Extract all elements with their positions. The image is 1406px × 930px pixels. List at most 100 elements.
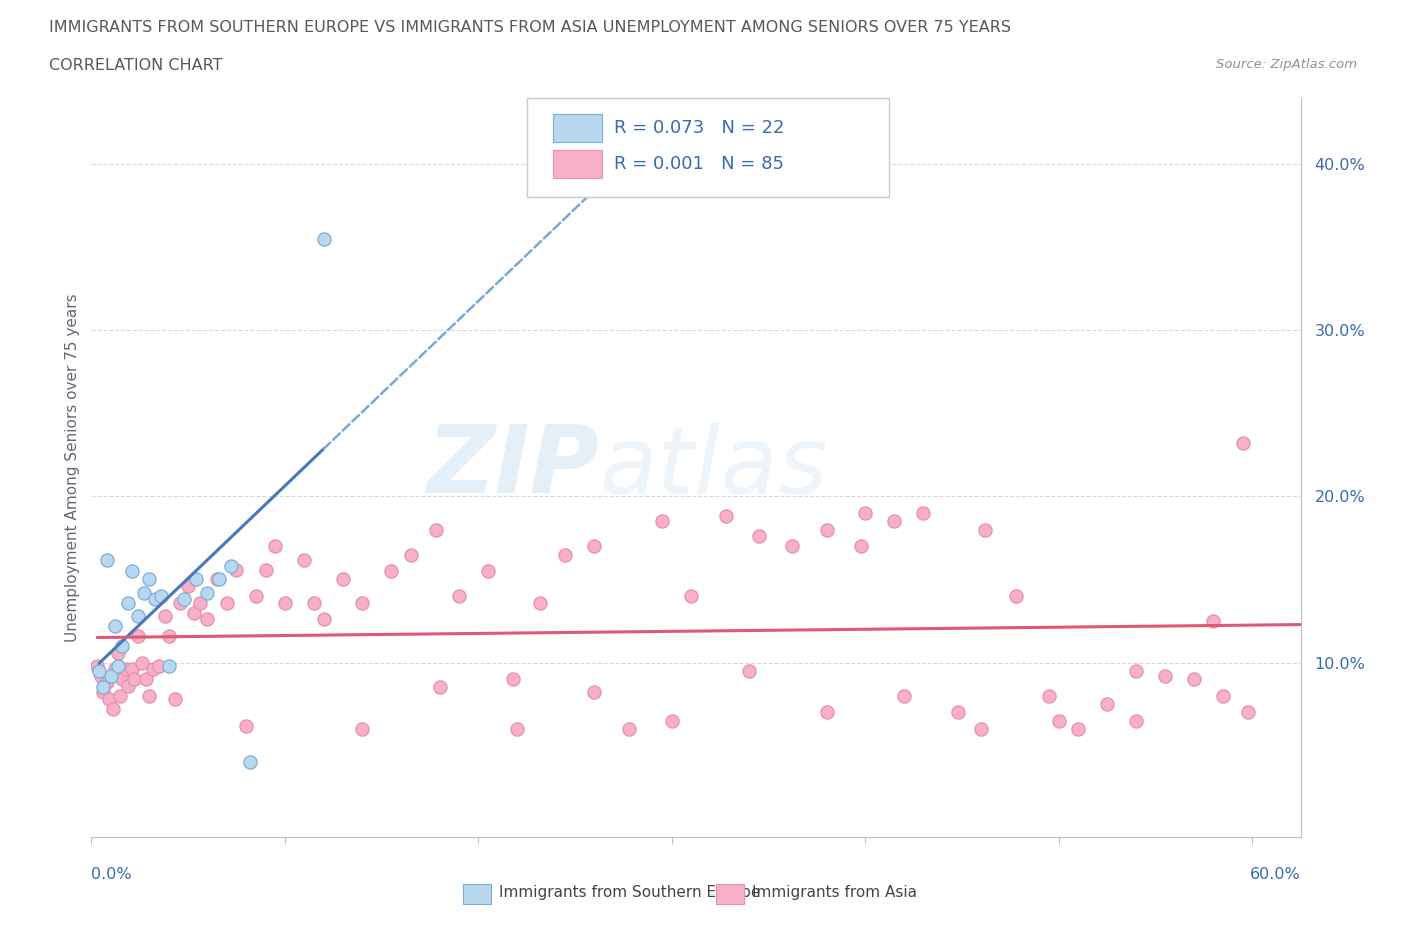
Point: [1005, 589, 1028, 604]
Point: [883, 514, 905, 529]
Text: Immigrants from Asia: Immigrants from Asia: [752, 885, 917, 900]
Point: [157, 658, 180, 673]
Y-axis label: Unemployment Among Seniors over 75 years: Unemployment Among Seniors over 75 years: [65, 293, 80, 642]
Point: [127, 608, 149, 623]
Point: [150, 589, 173, 604]
Point: [619, 722, 641, 737]
Text: ZIP: ZIP: [426, 421, 599, 513]
Point: [970, 722, 993, 737]
Point: [138, 688, 160, 703]
Point: [780, 538, 803, 553]
Point: [1125, 713, 1147, 728]
Point: [188, 595, 211, 610]
Point: [399, 547, 422, 562]
Point: [91, 680, 114, 695]
Point: [254, 562, 277, 577]
Point: [312, 232, 335, 246]
Point: [142, 662, 165, 677]
Point: [352, 722, 374, 737]
Text: R = 0.073   N = 22: R = 0.073 N = 22: [614, 119, 785, 137]
Point: [245, 589, 267, 604]
Point: [121, 662, 143, 677]
Point: [97, 692, 120, 707]
Point: [90, 669, 112, 684]
Point: [529, 595, 551, 610]
Point: [104, 618, 127, 633]
Point: [681, 589, 703, 604]
Point: [1237, 705, 1260, 720]
Point: [127, 629, 149, 644]
Point: [91, 685, 114, 700]
Point: [554, 547, 576, 562]
Point: [96, 552, 118, 567]
Point: [738, 663, 761, 678]
Point: [1212, 688, 1234, 703]
Point: [851, 538, 873, 553]
Point: [332, 572, 354, 587]
Point: [1202, 614, 1225, 629]
Point: [380, 564, 402, 578]
Point: [352, 595, 374, 610]
Point: [100, 669, 122, 684]
Point: [1232, 436, 1254, 451]
Point: [235, 718, 257, 733]
Point: [86, 658, 108, 673]
Point: [131, 655, 153, 670]
Point: [135, 671, 157, 686]
Point: [506, 722, 529, 737]
Point: [153, 608, 176, 623]
Point: [302, 595, 325, 610]
Point: [96, 675, 118, 690]
Point: [748, 529, 770, 544]
Point: [205, 572, 228, 587]
Text: Source: ZipAtlas.com: Source: ZipAtlas.com: [1216, 58, 1357, 71]
Point: [138, 572, 160, 587]
Point: [122, 671, 145, 686]
Point: [974, 522, 997, 537]
FancyBboxPatch shape: [527, 98, 890, 197]
Point: [661, 713, 683, 728]
Point: [502, 671, 524, 686]
Point: [117, 678, 139, 693]
FancyBboxPatch shape: [554, 150, 602, 179]
Point: [651, 514, 673, 529]
Text: 0.0%: 0.0%: [91, 867, 132, 882]
Point: [264, 538, 287, 553]
Point: [101, 701, 124, 716]
Point: [1067, 722, 1090, 737]
Point: [111, 671, 134, 686]
Point: [1154, 669, 1177, 684]
Point: [117, 595, 139, 610]
Point: [115, 662, 138, 677]
Text: atlas: atlas: [599, 422, 828, 512]
Point: [157, 629, 180, 644]
Point: [893, 688, 915, 703]
Point: [107, 658, 129, 673]
Point: [425, 522, 447, 537]
Point: [815, 705, 838, 720]
Point: [1047, 713, 1070, 728]
Point: [912, 506, 935, 521]
Point: [429, 680, 451, 695]
Point: [1095, 697, 1118, 711]
Point: [177, 578, 200, 593]
Text: Immigrants from Southern Europe: Immigrants from Southern Europe: [499, 885, 761, 900]
Point: [111, 639, 134, 654]
Point: [110, 688, 132, 703]
Point: [312, 612, 335, 627]
Point: [853, 506, 876, 521]
Point: [215, 595, 238, 610]
Point: [104, 662, 127, 677]
Point: [184, 572, 207, 587]
Point: [1038, 688, 1060, 703]
Point: [132, 585, 155, 600]
Text: IMMIGRANTS FROM SOUTHERN EUROPE VS IMMIGRANTS FROM ASIA UNEMPLOYMENT AMONG SENIO: IMMIGRANTS FROM SOUTHERN EUROPE VS IMMIG…: [49, 20, 1011, 35]
Point: [225, 562, 247, 577]
Point: [107, 645, 129, 660]
Point: [89, 663, 111, 678]
Point: [121, 564, 143, 578]
Point: [239, 755, 262, 770]
Point: [208, 572, 231, 587]
Text: 60.0%: 60.0%: [1250, 867, 1301, 882]
Point: [447, 589, 470, 604]
